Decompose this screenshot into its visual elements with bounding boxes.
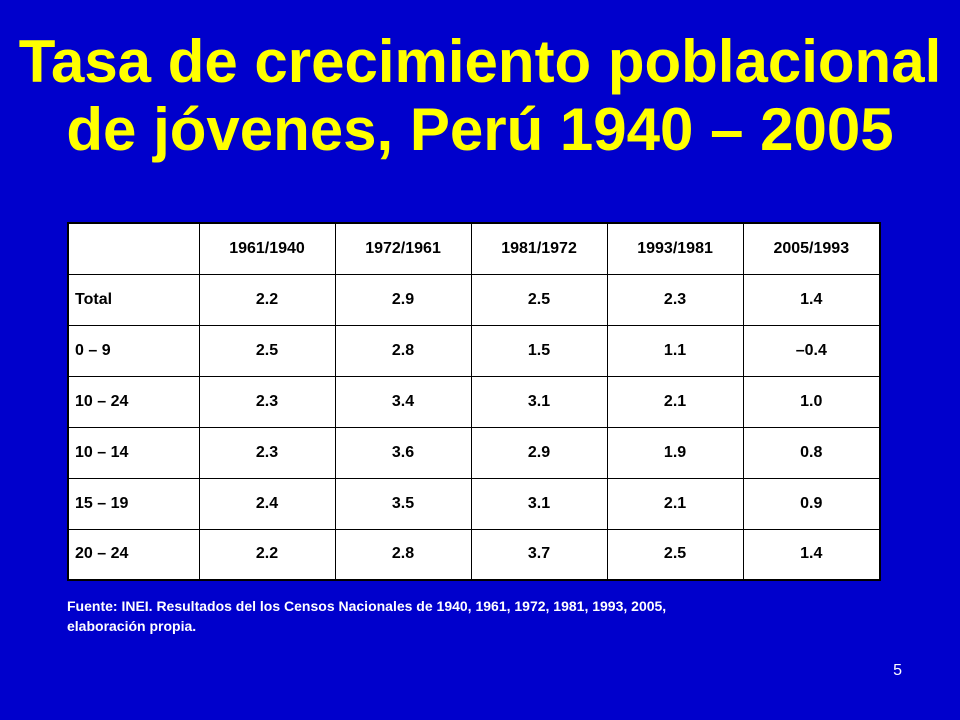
table-row: 10 – 14 2.3 3.6 2.9 1.9 0.8 — [67, 426, 881, 479]
table-cell: 2.9 — [334, 273, 472, 326]
row-label: 15 – 19 — [67, 477, 200, 530]
table-cell: 2.5 — [198, 324, 336, 377]
slide-number: 5 — [893, 662, 902, 679]
table-cell: 2.1 — [606, 375, 744, 428]
table-cell: 1.1 — [606, 324, 744, 377]
table-cell: 3.6 — [334, 426, 472, 479]
table-cell: 1.5 — [470, 324, 608, 377]
row-label: Total — [67, 273, 200, 326]
source-note-line-1: Fuente: INEI. Resultados del los Censos … — [67, 598, 667, 614]
table-cell: 2.2 — [198, 273, 336, 326]
table-header-cell: 1961/1940 — [198, 222, 336, 275]
table-cell: 2.1 — [606, 477, 744, 530]
table-cell: 3.4 — [334, 375, 472, 428]
table-cell: 0.8 — [742, 426, 881, 479]
row-label: 10 – 14 — [67, 426, 200, 479]
slide-title-line-1: Tasa de crecimiento poblacional — [18, 28, 942, 95]
table-row: Total 2.2 2.9 2.5 2.3 1.4 — [67, 273, 881, 326]
table-cell: 2.8 — [334, 324, 472, 377]
table-header-cell: 2005/1993 — [742, 222, 881, 275]
growth-rate-table: 1961/1940 1972/1961 1981/1972 1993/1981 … — [67, 222, 881, 581]
slide-title: Tasa de crecimiento poblacional de jóven… — [0, 28, 960, 164]
table-cell: 1.0 — [742, 375, 881, 428]
table-cell: 2.3 — [198, 375, 336, 428]
table-header-cell: 1981/1972 — [470, 222, 608, 275]
table-cell: 1.9 — [606, 426, 744, 479]
table-header-cell: 1972/1961 — [334, 222, 472, 275]
table-cell: –0.4 — [742, 324, 881, 377]
table-cell: 1.4 — [742, 528, 881, 581]
table-row: 15 – 19 2.4 3.5 3.1 2.1 0.9 — [67, 477, 881, 530]
table-row: 10 – 24 2.3 3.4 3.1 2.1 1.0 — [67, 375, 881, 428]
table-row: 0 – 9 2.5 2.8 1.5 1.1 –0.4 — [67, 324, 881, 377]
table-cell: 2.3 — [606, 273, 744, 326]
table-cell: 3.1 — [470, 375, 608, 428]
source-note: Fuente: INEI. Resultados del los Censos … — [67, 596, 887, 636]
source-note-line-2: elaboración propia. — [67, 618, 197, 634]
table-cell: 3.1 — [470, 477, 608, 530]
table-row: 20 – 24 2.2 2.8 3.7 2.5 1.4 — [67, 528, 881, 581]
row-label: 20 – 24 — [67, 528, 200, 581]
table-header-cell: 1993/1981 — [606, 222, 744, 275]
slide-title-line-2: de jóvenes, Perú 1940 – 2005 — [66, 96, 894, 163]
table-cell: 1.4 — [742, 273, 881, 326]
table-cell: 2.9 — [470, 426, 608, 479]
table-cell: 2.5 — [606, 528, 744, 581]
table-cell: 2.2 — [198, 528, 336, 581]
row-label: 10 – 24 — [67, 375, 200, 428]
table-cell: 0.9 — [742, 477, 881, 530]
table-cell: 2.3 — [198, 426, 336, 479]
table-cell: 2.5 — [470, 273, 608, 326]
table-cell: 2.4 — [198, 477, 336, 530]
table-cell: 3.5 — [334, 477, 472, 530]
row-label: 0 – 9 — [67, 324, 200, 377]
table-cell: 3.7 — [470, 528, 608, 581]
table-cell: 2.8 — [334, 528, 472, 581]
table-header-corner — [67, 222, 200, 275]
table-header-row: 1961/1940 1972/1961 1981/1972 1993/1981 … — [67, 222, 881, 275]
